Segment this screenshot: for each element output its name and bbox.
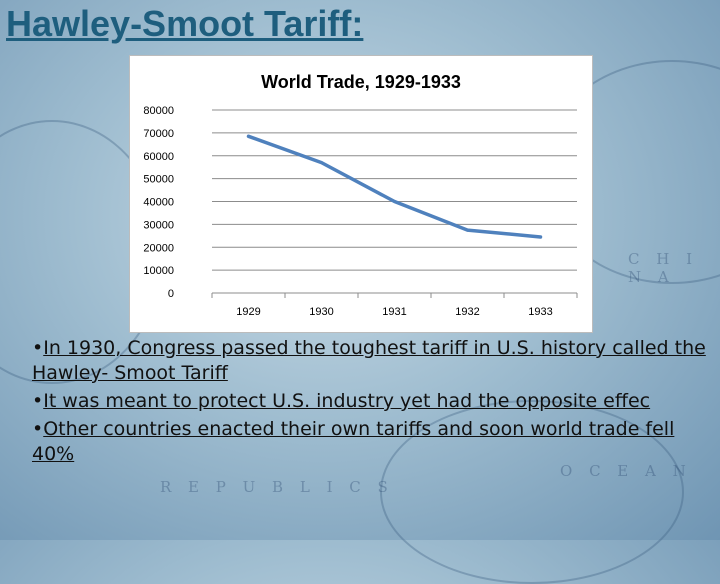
x-tick-label: 1932	[455, 306, 479, 318]
y-tick-label: 30000	[143, 219, 174, 231]
map-label-republics: R E P U B L I C S	[160, 478, 394, 496]
y-axis-ticks: 0 10000 20000 30000 40000 50000 60000 70000 8000…	[143, 105, 174, 300]
y-tick-label: 70000	[143, 128, 174, 140]
y-tick-label: 20000	[143, 242, 174, 254]
chart-container: World Trade, 1929-1933 0 10000 20000 30000 4…	[129, 55, 593, 333]
data-point	[539, 235, 542, 239]
bullet-text: In 1930, Congress passed the toughest ta…	[32, 337, 706, 384]
bullet-item: •In 1930, Congress passed the toughest t…	[32, 336, 720, 386]
bullet-item: •Other countries enacted their own tarif…	[32, 417, 720, 467]
series-layer	[246, 134, 543, 239]
y-tick-label: 10000	[143, 265, 174, 277]
x-tick-label: 1931	[382, 306, 406, 318]
x-axis-ticks: 1929 1930 1931 1932 1933	[211, 293, 578, 318]
data-point	[466, 228, 469, 232]
bullet-text: It was meant to protect U.S. industry ye…	[43, 390, 651, 412]
x-tick-label: 1933	[528, 306, 552, 318]
chart-title: World Trade, 1929-1933	[261, 72, 461, 92]
slide: C H I N A O C E A N R E P U B L I C S Ha…	[0, 3, 720, 584]
gridlines	[212, 109, 577, 294]
map-label-china: C H I N A	[628, 250, 699, 286]
bullet-marker: •	[32, 337, 44, 359]
data-point	[393, 200, 396, 203]
bullet-marker: •	[32, 418, 44, 440]
bullet-marker: •	[32, 390, 44, 412]
series-line	[246, 134, 543, 239]
y-tick-label: 50000	[143, 174, 174, 186]
data-point	[247, 134, 250, 138]
bullet-text: Other countries enacted their own tariff…	[32, 418, 675, 465]
map-label-ocean: O C E A N	[560, 462, 692, 480]
x-tick-label: 1930	[309, 306, 333, 318]
world-trade-chart: World Trade, 1929-1933 0 10000 20000 30000 4…	[143, 72, 578, 318]
slide-title: Hawley-Smoot Tariff:	[6, 3, 364, 44]
bullet-item: •It was meant to protect U.S. industry y…	[32, 389, 720, 414]
data-point	[320, 161, 323, 165]
y-tick-label: 60000	[143, 151, 174, 163]
bullet-list: •In 1930, Congress passed the toughest t…	[32, 336, 720, 470]
y-tick-label: 80000	[143, 105, 174, 117]
y-tick-label: 40000	[143, 197, 174, 209]
y-tick-label: 0	[168, 288, 174, 300]
x-tick-label: 1929	[236, 306, 260, 318]
